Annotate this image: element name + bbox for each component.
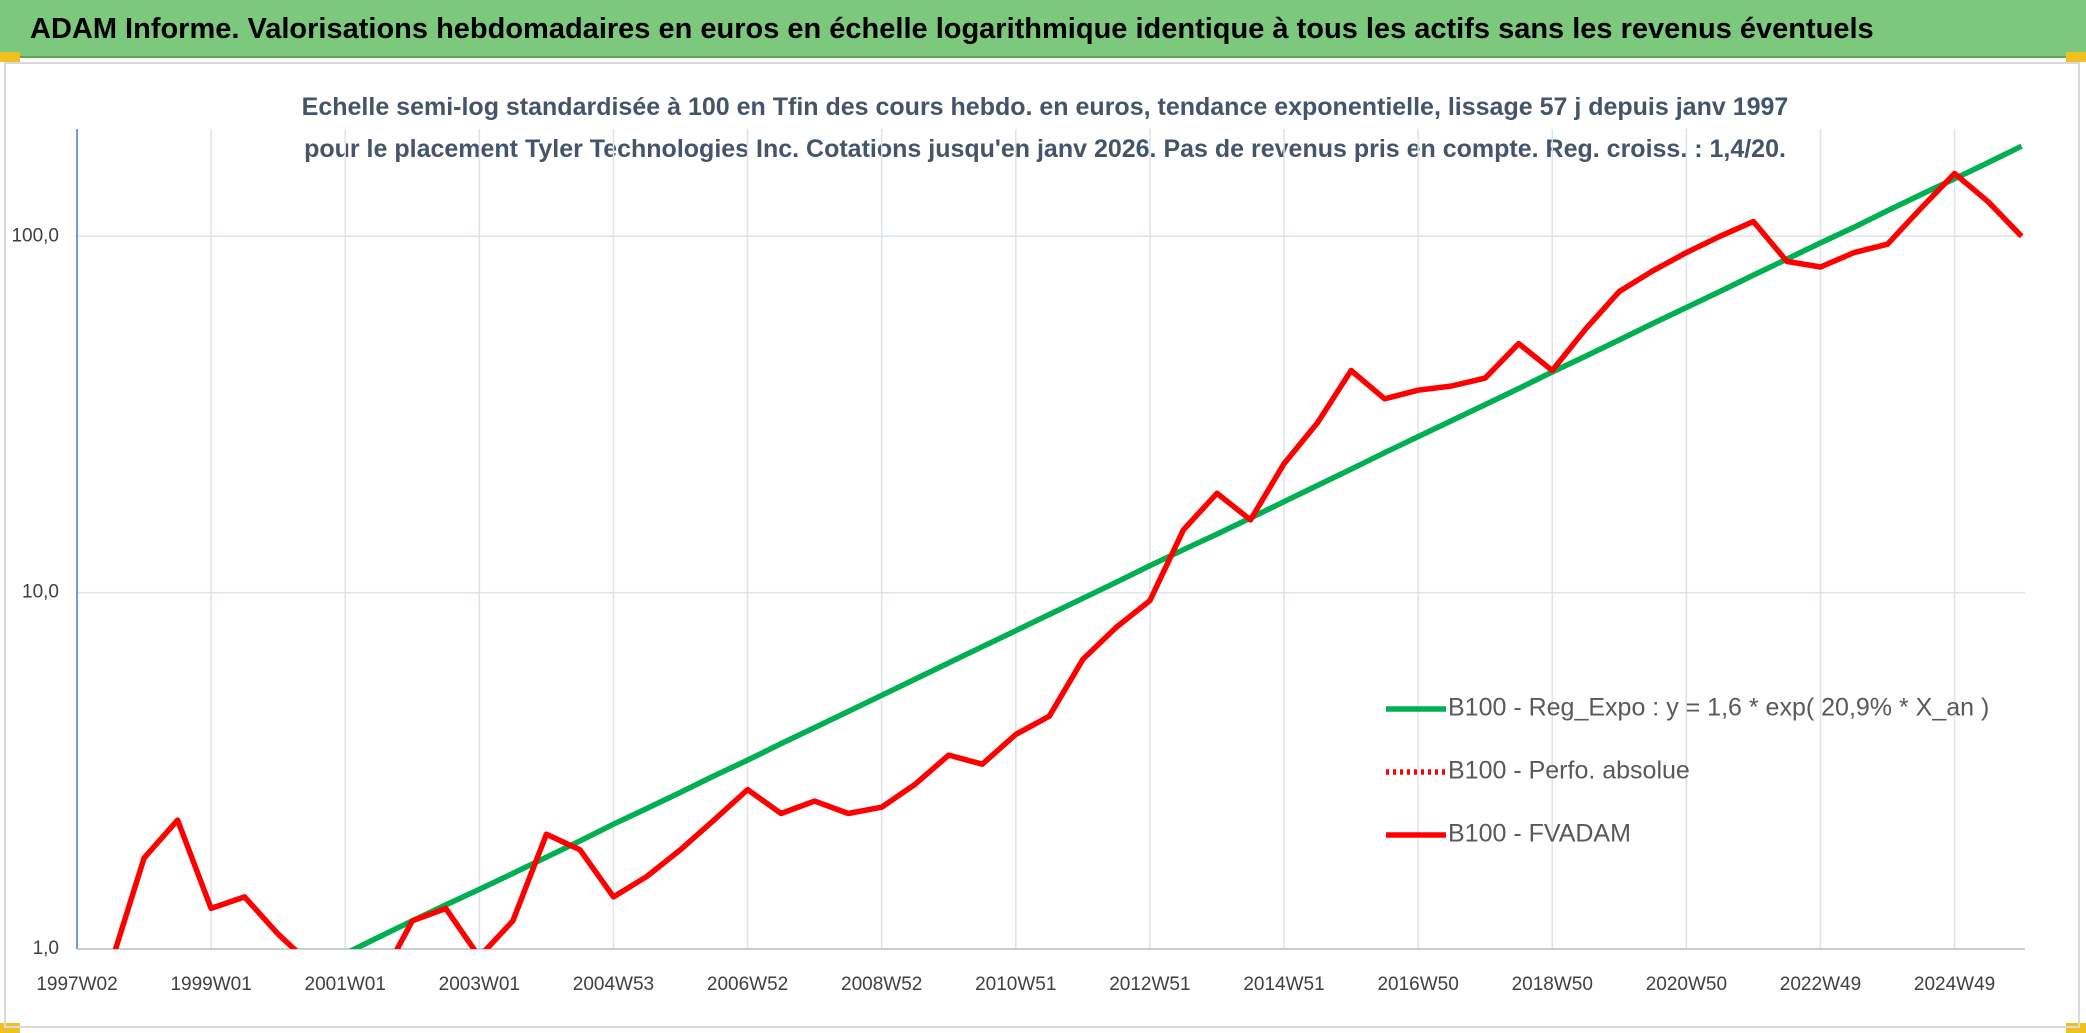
x-tick-label: 2010W51 (975, 974, 1056, 995)
plot-area (112, 143, 2024, 949)
y-tick-label: 100,0 (11, 225, 59, 246)
data-line (112, 170, 2024, 949)
x-tick-label: 2008W52 (841, 974, 922, 995)
corner (0, 1023, 20, 1033)
chart-title: Echelle semi-log standardisée à 100 en T… (301, 93, 1789, 163)
banner: ADAM Informe. Valorisations hebdomadaire… (0, 0, 2086, 58)
x-tick-label: 2014W51 (1243, 974, 1324, 995)
x-tick-label: 1997W02 (36, 974, 117, 995)
corner (2066, 1023, 2086, 1033)
corner (0, 52, 20, 62)
x-tick-label: 2022W49 (1780, 974, 1861, 995)
legend-label: B100 - Perfo. absolue (1448, 757, 1690, 785)
x-tick-label: 2004W53 (573, 974, 654, 995)
x-tick-label: 2020W50 (1646, 974, 1727, 995)
x-tick-label: 2003W01 (439, 974, 520, 995)
y-tick-label: 10,0 (22, 582, 59, 603)
legend-label: B100 - Reg_Expo : y = 1,6 * exp( 20,9% *… (1448, 694, 1989, 722)
x-tick-label: 2024W49 (1914, 974, 1995, 995)
x-tick-label: 2018W50 (1512, 974, 1593, 995)
x-tick-label: 2012W51 (1109, 974, 1190, 995)
chart-frame (4, 62, 2080, 1028)
x-tick-label: 1999W01 (170, 974, 251, 995)
x-tick-label: 2001W01 (305, 974, 386, 995)
data-line (348, 143, 2023, 949)
corner (2066, 52, 2086, 62)
x-tick-label: 2006W52 (707, 974, 788, 995)
x-tick-label: 2016W50 (1377, 974, 1458, 995)
y-tick-label: 1,0 (33, 938, 59, 959)
legend-label: B100 - FVADAM (1448, 820, 1631, 848)
